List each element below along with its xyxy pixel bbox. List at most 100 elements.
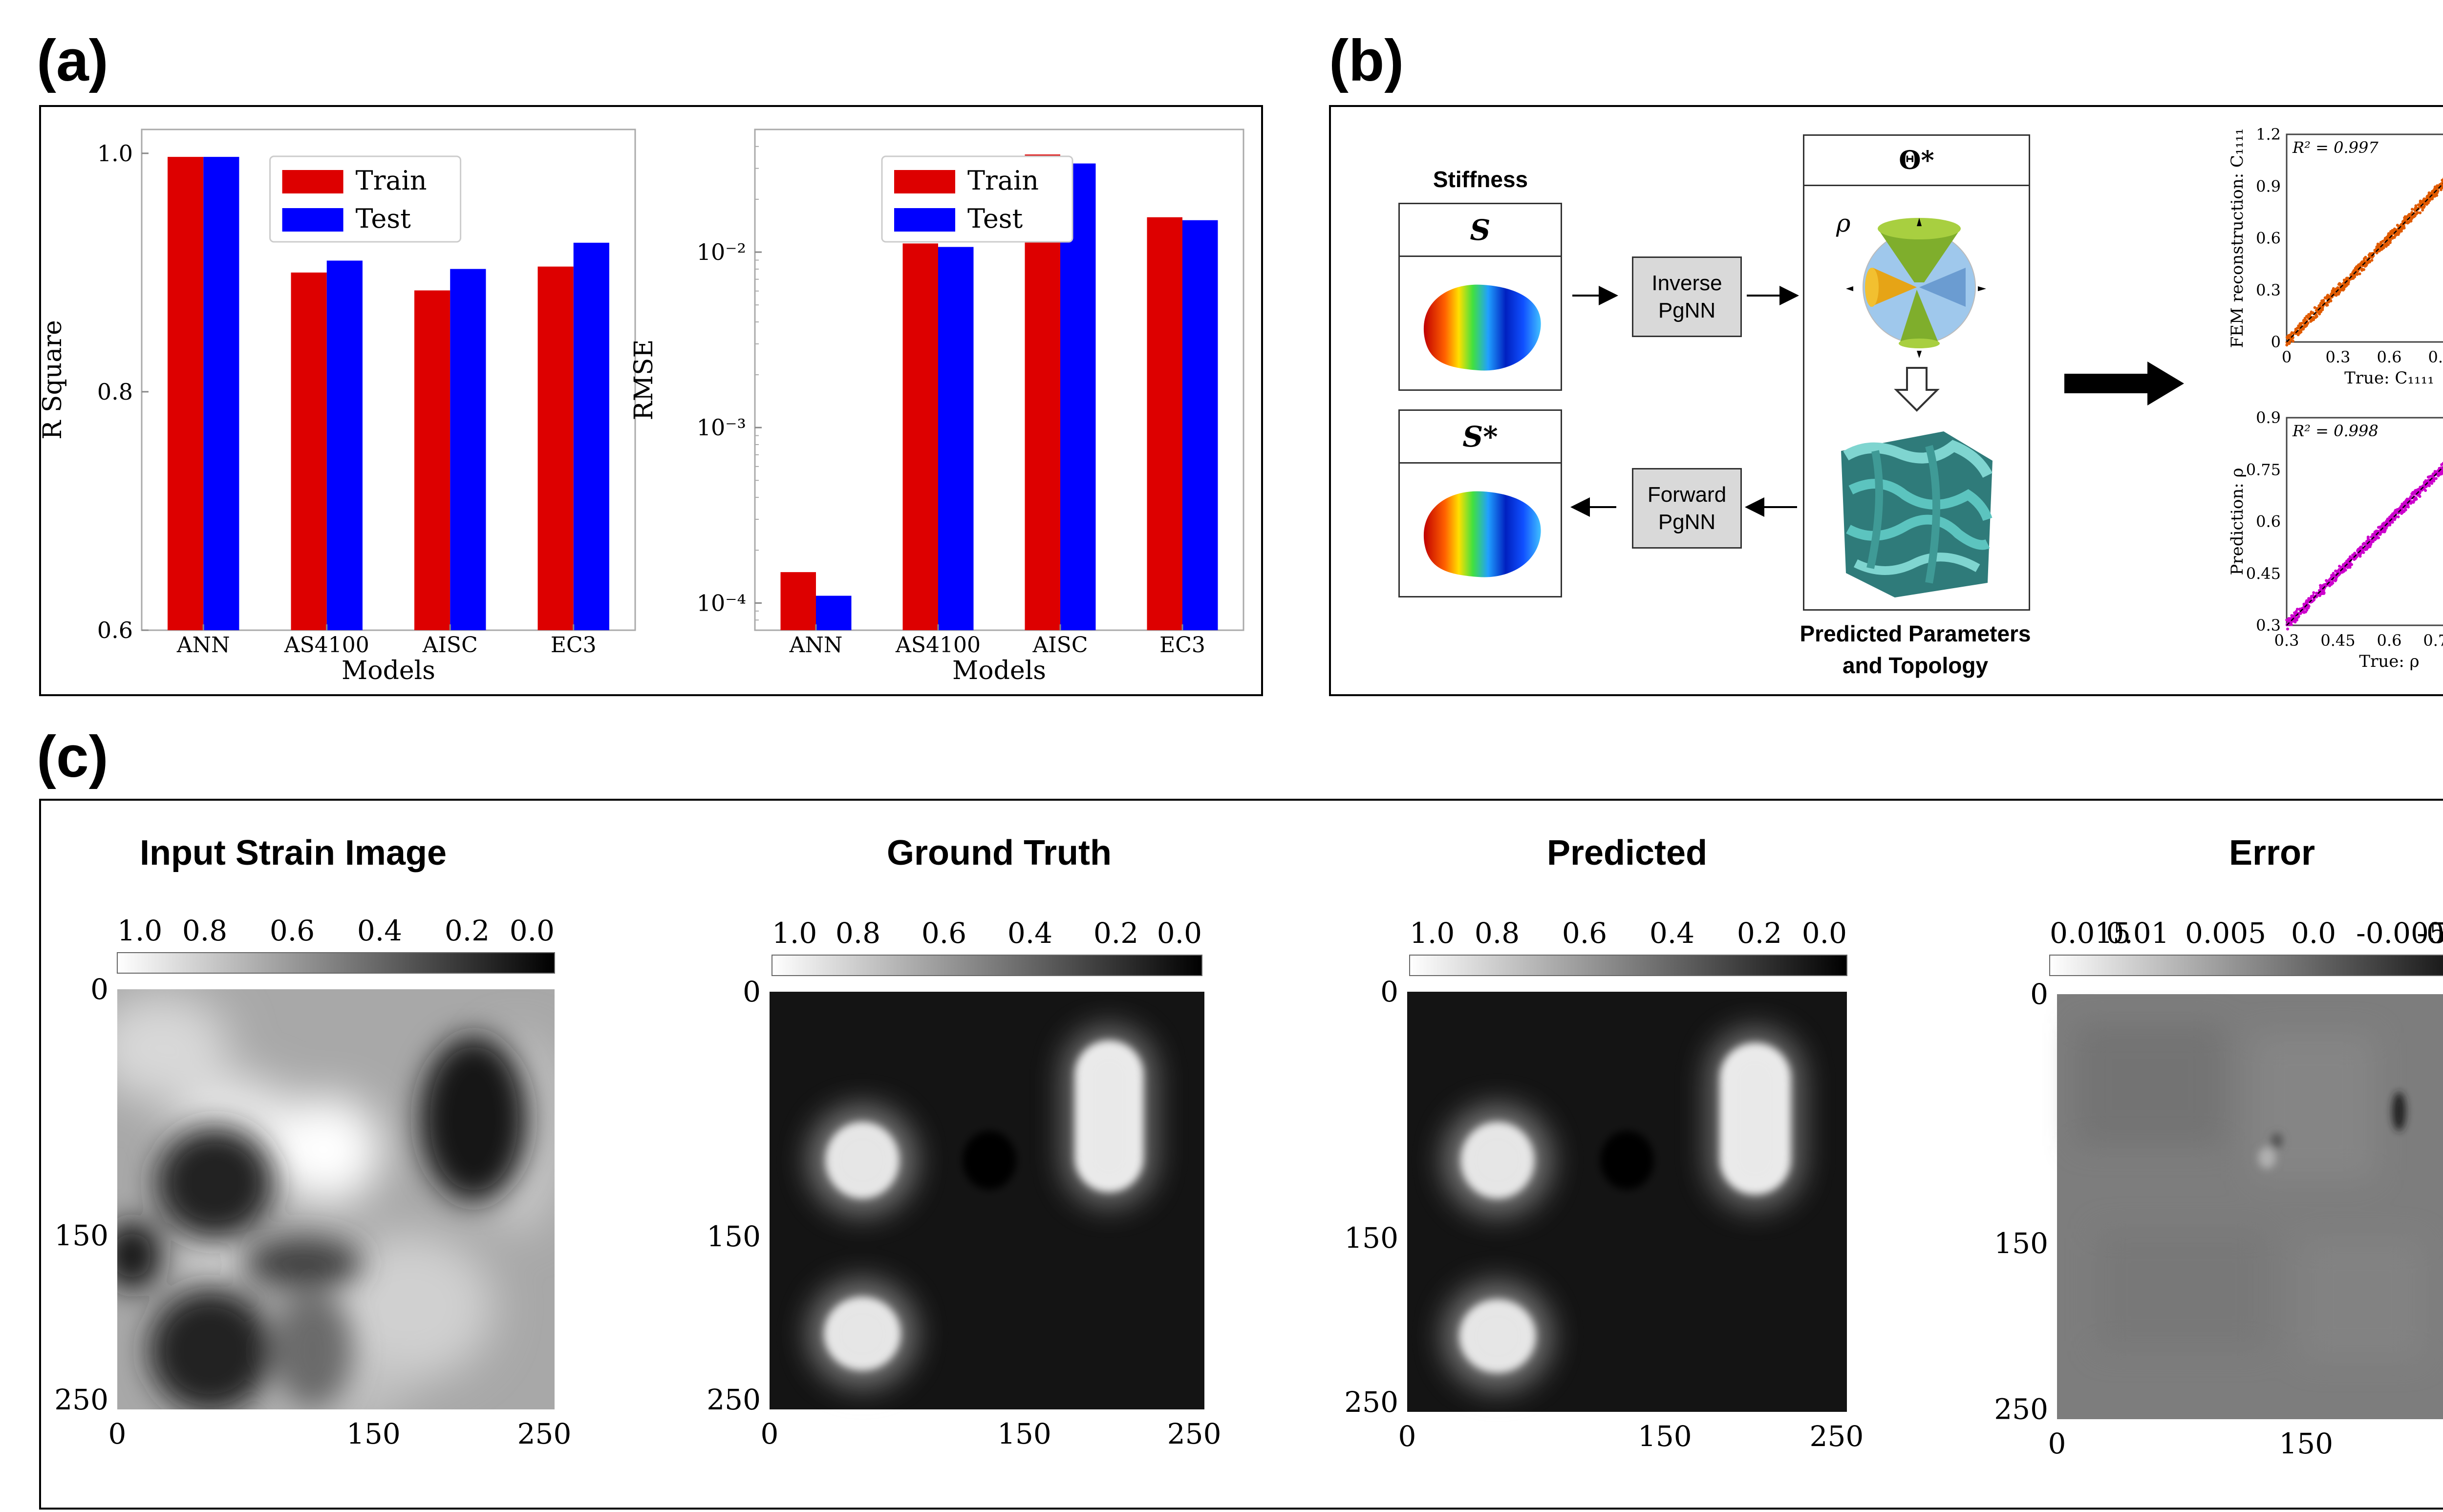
scatter-y-tick: 0.45 — [2246, 564, 2281, 583]
strain-title-0: Input Strain Image — [139, 833, 447, 873]
inverse-box-line1: Inverse — [1651, 271, 1722, 295]
scatter-point — [2290, 614, 2293, 617]
scatter-point — [2410, 492, 2414, 495]
scatter-point — [2403, 509, 2406, 512]
heatmap-x-tick: 250 — [1810, 1420, 1864, 1453]
bar-train-ann — [780, 572, 816, 630]
colorbar-tick-label: 1.0 — [772, 916, 817, 950]
panel-b-frame — [1329, 105, 2443, 696]
scatter-point — [2437, 185, 2440, 188]
heatmap-x-tick: 0 — [2048, 1427, 2066, 1460]
scatter-point — [2353, 552, 2357, 555]
topology-cube — [1841, 431, 1993, 597]
heatmap-axes-3: 0.0150.010.0050.0-0.005-0.01015025001502… — [1994, 916, 2443, 1460]
x-tick-label: EC3 — [1159, 633, 1205, 658]
theta-box: Θ* ρ — [1803, 134, 2030, 611]
s-box-header: S — [1400, 204, 1561, 257]
heatmap-y-tick: 250 — [1344, 1385, 1398, 1419]
scatter-point — [2415, 212, 2418, 215]
strain-title-1: Ground Truth — [887, 833, 1112, 873]
scatter-point — [2354, 557, 2357, 560]
scatter-point — [2302, 608, 2305, 611]
scatter-point — [2305, 315, 2308, 318]
scatter-area — [2286, 133, 2443, 343]
scatter-x-label: True: C₁₁₁₁ — [2344, 368, 2434, 388]
panel-c-frame — [39, 799, 2443, 1510]
heatmap-x-tick: 0 — [108, 1417, 127, 1450]
scatter-point — [2366, 261, 2369, 265]
bar-train-aisc — [414, 290, 450, 630]
scatter-point — [2294, 617, 2298, 620]
scatter-y-tick: 0.6 — [2256, 229, 2281, 248]
panel-label-c: (c) — [37, 724, 108, 789]
x-tick-label: EC3 — [551, 633, 597, 658]
scatter-point — [2406, 503, 2409, 506]
scatter-point — [2307, 604, 2311, 608]
scatter-point — [2382, 522, 2385, 525]
scatter-y-tick: 0.3 — [2256, 616, 2281, 635]
scatter-point — [2412, 215, 2416, 218]
bar-train-as4100 — [902, 243, 938, 630]
scatter-point — [2370, 258, 2374, 262]
scatter-point — [2342, 569, 2345, 573]
scatter-point — [2307, 313, 2311, 316]
scatter-point — [2364, 264, 2367, 268]
colorbar — [2049, 955, 2443, 976]
scatter-point — [2427, 196, 2430, 199]
scatter-point — [2379, 241, 2383, 244]
scatter-point — [2431, 473, 2435, 476]
colorbar-tick-label: 0.4 — [357, 914, 402, 947]
scatter-point — [2285, 343, 2289, 347]
scatter-point — [2358, 272, 2361, 276]
scatter-point — [2362, 268, 2365, 271]
scatter-y-tick: 0.75 — [2246, 460, 2281, 479]
scatter-point — [2422, 206, 2425, 209]
scatter-point — [2377, 526, 2380, 529]
scatter-point — [2389, 239, 2392, 242]
colorbar-tick-label: 0.8 — [182, 914, 227, 947]
scatter-point — [2402, 219, 2406, 222]
scatter-point — [2295, 608, 2299, 611]
bar-chart-1: ANN AS4100 AISC EC3 10⁻⁴ 10⁻³ 10⁻² Models RMSE Tr… — [629, 128, 1244, 685]
s-stiffness-surface — [1423, 284, 1541, 371]
scatter-point — [2388, 515, 2391, 519]
y-tick-label: 1.0 — [97, 140, 133, 167]
scatter-point — [2309, 312, 2313, 315]
scatter-x-tick: 0.3 — [2274, 631, 2299, 650]
strain-title-3: Error — [2229, 833, 2315, 873]
colorbar-tick-label: 0.8 — [1475, 916, 1520, 950]
scatter-point — [2357, 553, 2361, 556]
scatter-point — [2314, 313, 2318, 317]
scatter-r2-label: R² = 0.998 — [2292, 422, 2379, 440]
scatter-point — [2368, 252, 2372, 256]
x-tick-label: AS4100 — [895, 633, 981, 658]
bar-test-ann — [203, 157, 239, 630]
scatter-r2-label: R² = 0.997 — [2292, 138, 2379, 157]
scatter-point — [2442, 178, 2443, 181]
colorbar-tick-label: 0.6 — [270, 914, 315, 947]
heatmap-y-tick: 150 — [54, 1219, 108, 1252]
bar-test-ann — [816, 596, 852, 630]
scatter-point — [2401, 226, 2405, 230]
y-axis-label: R Square — [38, 320, 67, 440]
scatter-point — [2305, 606, 2309, 610]
scatter-point — [2391, 512, 2395, 515]
error-image — [2057, 994, 2443, 1419]
scatter-points — [2285, 177, 2443, 347]
scatter-point — [2427, 480, 2431, 484]
scatter-point — [2322, 300, 2325, 304]
scatter-point — [2415, 489, 2419, 492]
scatter-point — [2369, 543, 2373, 546]
forward-box-line1: Forward — [1647, 482, 1727, 507]
scatter-point — [2343, 285, 2347, 288]
scatter-point — [2397, 515, 2400, 518]
scatter-point — [2440, 182, 2443, 186]
scatter-point — [2334, 569, 2337, 573]
scatter-point — [2427, 475, 2430, 479]
scatter-point — [2388, 522, 2392, 525]
s-star-box: S* — [1398, 409, 1562, 597]
colorbar-tick-label: 0.0 — [2291, 916, 2336, 950]
